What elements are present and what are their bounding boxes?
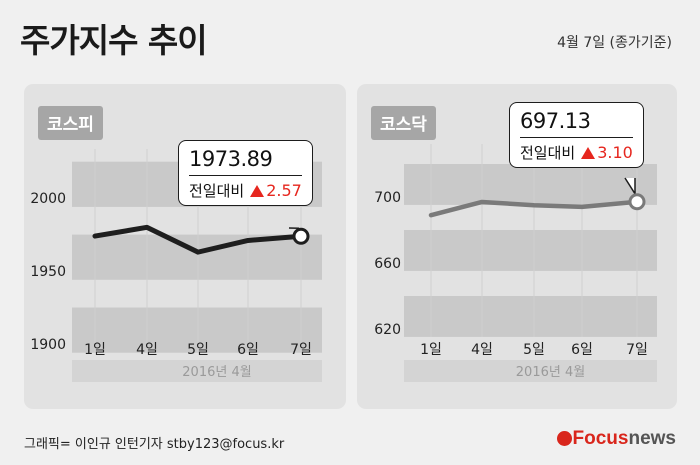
x-tick-label: 5일: [523, 342, 545, 358]
kospi-callout: 1973.89 전일대비 2.57: [178, 140, 313, 206]
y-tick-label: 620: [374, 322, 401, 338]
period-label: 2016년 4월: [182, 365, 251, 380]
end-point-marker: [628, 193, 646, 211]
x-tick-label: 5일: [187, 342, 209, 358]
callout-divider: [520, 137, 633, 138]
x-tick-label: 1일: [84, 342, 106, 358]
y-tick-label: 1950: [30, 264, 66, 280]
change-label: 전일대비: [520, 144, 576, 162]
kosdaq-panel: 700 660 620 1일 4일 5일 6일 7일 2016년 4월 코스닥 697.13 전…: [357, 84, 677, 409]
kosdaq-delta: 3.10: [597, 143, 633, 162]
grid-band: [72, 234, 322, 280]
end-point-marker: [292, 227, 310, 245]
grid-band: [72, 307, 322, 353]
graphic-credit: 그래픽= 이인규 인턴기자 stby123@focus.kr: [24, 437, 285, 452]
kospi-panel: 2000 1950 1900 1일 4일 5일 6일 7일 2016년 4월 코스피 1973.…: [24, 84, 346, 409]
x-tick-label: 4일: [136, 342, 158, 358]
x-tick-label: 6일: [237, 342, 259, 358]
logo-news-text: news: [628, 428, 676, 449]
callout-divider: [189, 175, 302, 176]
kosdaq-label: 코스닥: [371, 106, 436, 140]
grid-band: [404, 296, 657, 337]
change-label: 전일대비: [189, 182, 245, 200]
x-tick-label: 7일: [290, 342, 312, 358]
logo-icon: [556, 431, 572, 446]
up-arrow-icon: [581, 147, 596, 159]
kosdaq-change: 전일대비 3.10: [520, 142, 633, 163]
x-tick-label: 7일: [626, 342, 648, 358]
x-tick-label: 6일: [571, 342, 593, 358]
kosdaq-value: 697.13: [520, 109, 591, 133]
y-tick-label: 700: [374, 190, 401, 206]
grid-band: [404, 230, 657, 271]
up-arrow-icon: [250, 185, 265, 197]
x-tick-label: 1일: [420, 342, 442, 358]
series-line: [92, 224, 304, 255]
grid-band: [404, 164, 657, 205]
kospi-delta: 2.57: [266, 181, 302, 200]
period-label: 2016년 4월: [516, 365, 585, 380]
kosdaq-callout: 697.13 전일대비 3.10: [509, 102, 644, 168]
kospi-value: 1973.89: [189, 147, 273, 171]
y-tick-label: 1900: [30, 337, 66, 353]
kosdaq-chart: 700 660 620 1일 4일 5일 6일 7일 2016년 4월: [374, 144, 657, 382]
y-tick-label: 2000: [30, 191, 66, 207]
focusnews-logo: Focusnews: [556, 428, 676, 450]
date-label: 4월 7일 (종가기준): [557, 35, 672, 51]
logo-focus-text: Focus: [572, 428, 629, 449]
page-title: 주가지수 추이: [20, 21, 208, 60]
y-tick-label: 660: [374, 256, 401, 272]
period-band: [72, 360, 322, 382]
kospi-label: 코스피: [38, 106, 103, 140]
kospi-change: 전일대비 2.57: [189, 180, 302, 201]
period-band: [404, 360, 657, 382]
series-line: [428, 199, 640, 218]
x-tick-label: 4일: [471, 342, 493, 358]
